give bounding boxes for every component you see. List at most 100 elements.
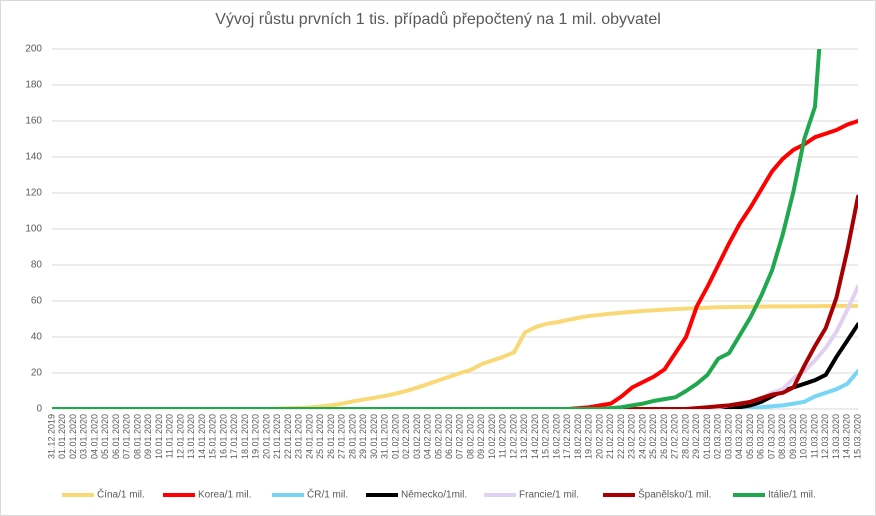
x-tick-label: 23.02.2020 [627, 414, 637, 459]
x-tick-label: 24.02.2020 [637, 414, 647, 459]
x-tick-label: 25.02.2020 [648, 414, 658, 459]
x-tick-label: 06.01.2020 [111, 414, 121, 459]
x-tick-label: 04.03.2020 [734, 414, 744, 459]
x-tick-label: 10.02.2020 [487, 414, 497, 459]
x-tick-label: 15.02.2020 [541, 414, 551, 459]
series-line [52, 194, 858, 409]
x-tick-label: 17.02.2020 [562, 414, 572, 459]
x-tick-label: 14.02.2020 [530, 414, 540, 459]
x-tick-label: 04.02.2020 [423, 414, 433, 459]
x-tick-label: 12.02.2020 [508, 414, 518, 459]
y-tick-label: 180 [25, 80, 42, 91]
y-tick-label: 100 [25, 224, 42, 235]
legend-label: ČR/1 mil. [307, 488, 348, 501]
series-line [52, 303, 858, 409]
x-tick-label: 11.01.2020 [165, 414, 175, 458]
x-tick-label: 16.02.2020 [551, 414, 561, 459]
x-tick-label: 22.02.2020 [616, 414, 626, 459]
legend-label: Španělsko/1 mil. [638, 488, 711, 501]
x-tick-label: 02.03.2020 [713, 414, 723, 459]
x-tick-label: 03.01.2020 [79, 414, 89, 459]
x-tick-label: 28.01.2020 [347, 414, 357, 459]
x-tick-label: 08.01.2020 [132, 414, 142, 459]
x-tick-label: 14.01.2020 [197, 414, 207, 459]
x-tick-label: 05.03.2020 [745, 414, 755, 459]
lines [52, 49, 858, 409]
x-tick-label: 08.02.2020 [465, 414, 475, 459]
x-tick-label: 24.01.2020 [304, 414, 314, 459]
x-tick-label: 13.01.2020 [186, 414, 196, 459]
y-tick-label: 80 [31, 260, 43, 271]
legend-label: Itálie/1 mil. [768, 490, 816, 501]
x-tick-label: 17.01.2020 [229, 414, 239, 459]
x-tick-label: 05.01.2020 [100, 414, 110, 459]
x-tick-label: 25.01.2020 [315, 414, 325, 459]
x-tick-label: 21.02.2020 [605, 414, 615, 459]
x-tick-label: 07.01.2020 [122, 414, 132, 459]
x-tick-label: 02.02.2020 [401, 414, 411, 459]
x-tick-label: 18.02.2020 [573, 414, 583, 459]
x-tick-label: 13.02.2020 [519, 414, 529, 459]
legend-label: Korea/1 mil. [198, 490, 251, 501]
x-tick-label: 04.01.2020 [89, 414, 99, 459]
x-tick-label: 01.03.2020 [702, 414, 712, 459]
x-tick-label: 09.02.2020 [476, 414, 486, 459]
x-tick-label: 16.01.2020 [218, 414, 228, 459]
x-tick-label: 26.02.2020 [659, 414, 669, 459]
x-tick-label: 09.01.2020 [143, 414, 153, 459]
legend-label: Německo/1mil. [401, 490, 467, 501]
x-tick-label: 01.02.2020 [390, 414, 400, 459]
x-tick-label: 15.01.2020 [208, 414, 218, 459]
x-tick-label: 20.01.2020 [261, 414, 271, 459]
x-tick-label: 20.02.2020 [594, 414, 604, 459]
series-line [52, 49, 822, 409]
x-tick-label: 29.02.2020 [691, 414, 701, 459]
x-tick-label: 22.01.2020 [283, 414, 293, 459]
x-tick-label: 11.03.2020 [809, 414, 819, 458]
chart-title: Vývoj růstu prvních 1 tis. případů přepo… [215, 10, 661, 28]
series-line [52, 119, 858, 409]
x-tick-label: 03.03.2020 [723, 414, 733, 459]
x-tick-label: 08.03.2020 [777, 414, 787, 459]
x-tick-label: 03.02.2020 [412, 414, 422, 459]
legend-label: Čína/1 mil. [97, 488, 145, 501]
x-tick-label: 09.03.2020 [788, 414, 798, 459]
x-tick-label: 30.01.2020 [369, 414, 379, 459]
x-tick-label: 12.01.2020 [175, 414, 185, 459]
y-tick-label: 0 [36, 404, 42, 415]
x-tick-label: 13.03.2020 [831, 414, 841, 459]
x-tick-label: 15.03.2020 [852, 414, 862, 459]
y-tick-label: 40 [31, 332, 43, 343]
x-tick-label: 07.02.2020 [455, 414, 465, 459]
y-tick-label: 20 [31, 368, 43, 379]
x-tick-label: 11.02.2020 [498, 414, 508, 458]
x-tick-label: 26.01.2020 [326, 414, 336, 459]
x-tick-label: 19.01.2020 [251, 414, 261, 459]
x-tick-label: 19.02.2020 [584, 414, 594, 459]
x-tick-label: 07.03.2020 [766, 414, 776, 459]
y-tick-label: 120 [25, 188, 42, 199]
x-tick-label: 28.02.2020 [680, 414, 690, 459]
y-tick-label: 140 [25, 152, 42, 163]
x-tick-label: 06.03.2020 [756, 414, 766, 459]
y-tick-label: 160 [25, 116, 42, 127]
x-tick-label: 06.02.2020 [444, 414, 454, 459]
x-tick-label: 29.01.2020 [358, 414, 368, 459]
x-tick-label: 01.01.2020 [57, 414, 67, 459]
x-tick-label: 21.01.2020 [272, 414, 282, 459]
x-tick-label: 05.02.2020 [433, 414, 443, 459]
x-tick-label: 18.01.2020 [240, 414, 250, 459]
x-tick-label: 14.03.2020 [842, 414, 852, 459]
y-tick-label: 60 [31, 296, 43, 307]
x-tick-label: 10.03.2020 [799, 414, 809, 459]
series-line [52, 322, 858, 409]
x-tick-label: 10.01.2020 [154, 414, 164, 459]
x-tick-label: 23.01.2020 [294, 414, 304, 459]
x-tick-label: 02.01.2020 [68, 414, 78, 459]
x-tick-label: 12.03.2020 [820, 414, 830, 459]
x-tick-label: 31.01.2020 [380, 414, 390, 459]
y-tick-label: 200 [25, 44, 42, 55]
